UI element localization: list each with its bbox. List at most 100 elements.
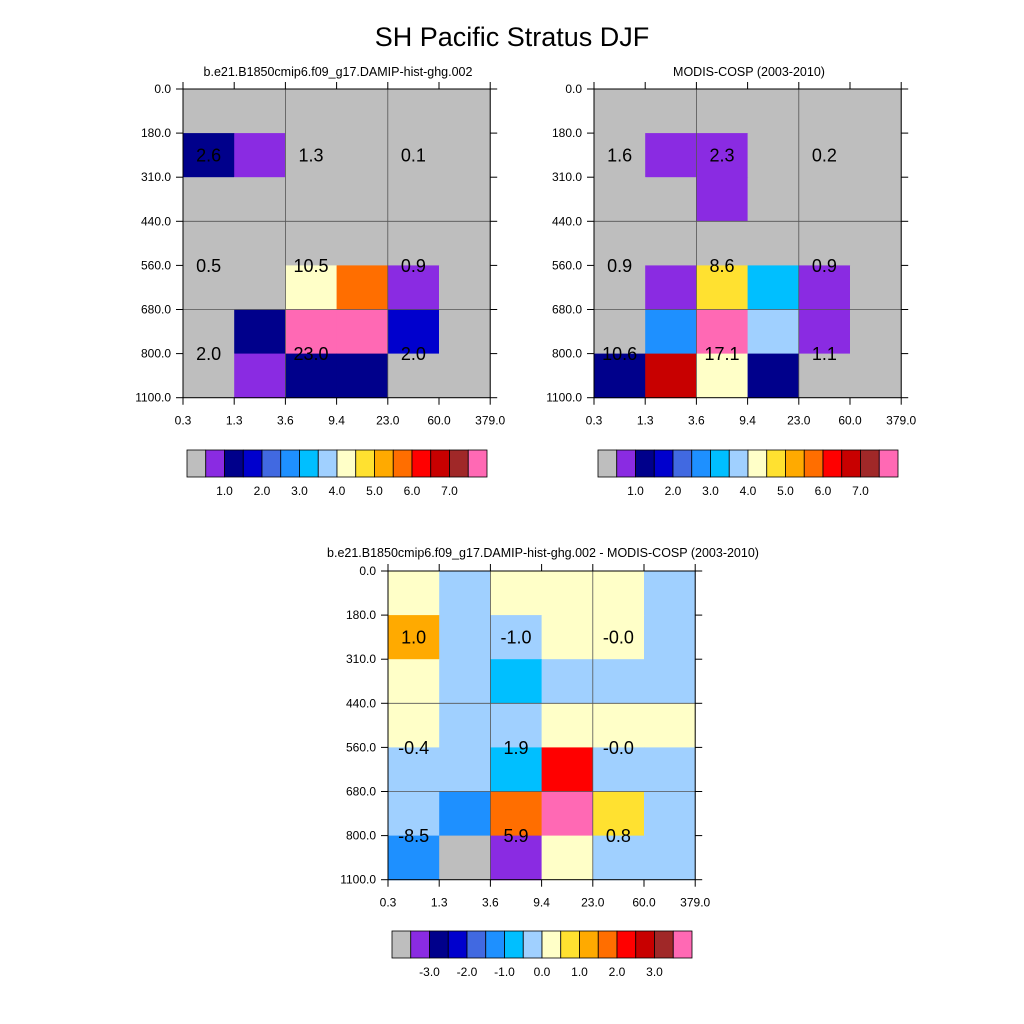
heatmap-cell bbox=[541, 571, 594, 616]
y-tick-label: 680.0 bbox=[346, 785, 376, 799]
panel-model: b.e21.B1850cmip6.f09_g17.DAMIP-hist-ghg.… bbox=[135, 65, 505, 498]
x-tick-label: 379.0 bbox=[680, 896, 710, 910]
heatmap-cell bbox=[696, 133, 749, 178]
heatmap-cell bbox=[490, 659, 543, 704]
colorbar-swatch bbox=[392, 449, 413, 478]
heatmap-cell bbox=[592, 659, 645, 704]
heatmap-cell bbox=[285, 177, 338, 222]
colorbar-swatch bbox=[560, 930, 580, 959]
heatmap-cell bbox=[541, 615, 594, 660]
y-tick-label: 440.0 bbox=[141, 214, 171, 228]
heatmap-cell bbox=[183, 353, 235, 399]
colorbar-swatch bbox=[224, 449, 244, 478]
y-tick-label: 440.0 bbox=[346, 696, 376, 710]
heatmap-cell bbox=[234, 309, 286, 355]
heatmap-cell bbox=[696, 265, 749, 310]
heatmap-cell bbox=[490, 615, 543, 660]
y-tick-label: 0.0 bbox=[565, 82, 582, 96]
y-tick-label: 1100.0 bbox=[340, 873, 376, 887]
heatmap-cell bbox=[387, 309, 440, 355]
heatmap-cell bbox=[439, 221, 491, 266]
colorbar-swatch bbox=[429, 930, 449, 959]
heatmap-cell bbox=[387, 353, 440, 399]
x-tick-label: 60.0 bbox=[838, 414, 862, 428]
colorbar-swatch bbox=[654, 930, 674, 959]
heatmap-cell bbox=[490, 835, 543, 881]
cell-value-label: 17.1 bbox=[704, 344, 739, 364]
heatmap-cell bbox=[644, 835, 696, 881]
colorbar-label: 6.0 bbox=[815, 484, 832, 498]
colorbar-label: 1.0 bbox=[571, 965, 588, 979]
heatmap-cell bbox=[541, 659, 594, 704]
heatmap-cell bbox=[285, 265, 338, 310]
y-tick-label: 1100.0 bbox=[135, 391, 171, 405]
cell-value-label: 23.0 bbox=[293, 344, 328, 364]
heatmap-cell bbox=[747, 89, 800, 134]
cell-value-label: 1.9 bbox=[503, 738, 528, 758]
heatmap-cell bbox=[234, 265, 286, 310]
heatmap-cell bbox=[490, 747, 543, 792]
y-tick-label: 310.0 bbox=[346, 652, 376, 666]
heatmap-cell bbox=[234, 353, 286, 399]
colorbar-swatch bbox=[653, 449, 674, 478]
colorbar-label: 2.0 bbox=[609, 965, 626, 979]
heatmap-cell bbox=[696, 353, 749, 399]
colorbar-swatch bbox=[841, 449, 861, 478]
heatmap-cell bbox=[387, 133, 440, 178]
heatmap-cell bbox=[183, 133, 235, 178]
heatmap-cell bbox=[439, 177, 491, 222]
colorbar-label: 1.0 bbox=[216, 484, 233, 498]
y-tick-label: 680.0 bbox=[141, 303, 171, 317]
heatmap-cell bbox=[490, 703, 543, 748]
heatmap-cell bbox=[850, 221, 902, 266]
colorbar-swatch bbox=[541, 930, 562, 959]
heatmap-cell bbox=[644, 615, 696, 660]
heatmap-cell bbox=[285, 89, 338, 134]
cell-value-label: 1.0 bbox=[401, 628, 426, 648]
heatmap-cell bbox=[592, 615, 645, 660]
y-tick-label: 560.0 bbox=[346, 740, 376, 754]
heatmap-cell bbox=[645, 89, 697, 134]
colorbar-label: 3.0 bbox=[291, 484, 308, 498]
heatmap-cell bbox=[850, 265, 902, 310]
y-tick-label: 0.0 bbox=[154, 82, 171, 96]
heatmap-cell bbox=[644, 791, 696, 837]
heatmap-cell bbox=[747, 177, 800, 222]
x-tick-label: 379.0 bbox=[886, 414, 916, 428]
heatmap-cell bbox=[387, 265, 440, 310]
heatmap-cell bbox=[850, 353, 902, 399]
heatmap-cell bbox=[388, 835, 440, 881]
heatmap-cell bbox=[388, 615, 440, 660]
cell-value-label: 0.8 bbox=[606, 826, 631, 846]
heatmap-cell bbox=[850, 89, 902, 134]
heatmap-cell bbox=[336, 309, 389, 355]
heatmap-cell bbox=[183, 221, 235, 266]
heatmap-cell bbox=[336, 221, 389, 266]
heatmap-cell bbox=[645, 353, 697, 399]
heatmap-cell bbox=[234, 133, 286, 178]
heatmap-cell bbox=[388, 571, 440, 616]
heatmap-cell bbox=[798, 265, 851, 310]
heatmap-cell bbox=[388, 659, 440, 704]
x-tick-label: 60.0 bbox=[632, 896, 656, 910]
heatmap-cell bbox=[594, 177, 646, 222]
heatmap-cell bbox=[490, 791, 543, 837]
colorbar-swatch bbox=[766, 449, 786, 478]
heatmap-cell bbox=[850, 177, 902, 222]
colorbar-swatch bbox=[616, 449, 636, 478]
heatmap-cell bbox=[439, 571, 491, 616]
colorbar-swatch bbox=[597, 930, 618, 959]
heatmap-cell bbox=[850, 133, 902, 178]
colorbar-swatch bbox=[449, 449, 469, 478]
heatmap-cell bbox=[285, 309, 338, 355]
cell-value-label: -1.0 bbox=[500, 628, 531, 648]
heatmap-cell bbox=[644, 747, 696, 792]
x-tick-label: 60.0 bbox=[427, 414, 451, 428]
heatmap-cell bbox=[594, 265, 646, 310]
colorbar-swatch bbox=[374, 449, 394, 478]
heatmap-cell bbox=[644, 571, 696, 616]
y-tick-label: 180.0 bbox=[552, 126, 582, 140]
figure-title: SH Pacific Stratus DJF bbox=[375, 22, 650, 52]
heatmap-cell bbox=[798, 221, 851, 266]
heatmap-cell bbox=[285, 221, 338, 266]
